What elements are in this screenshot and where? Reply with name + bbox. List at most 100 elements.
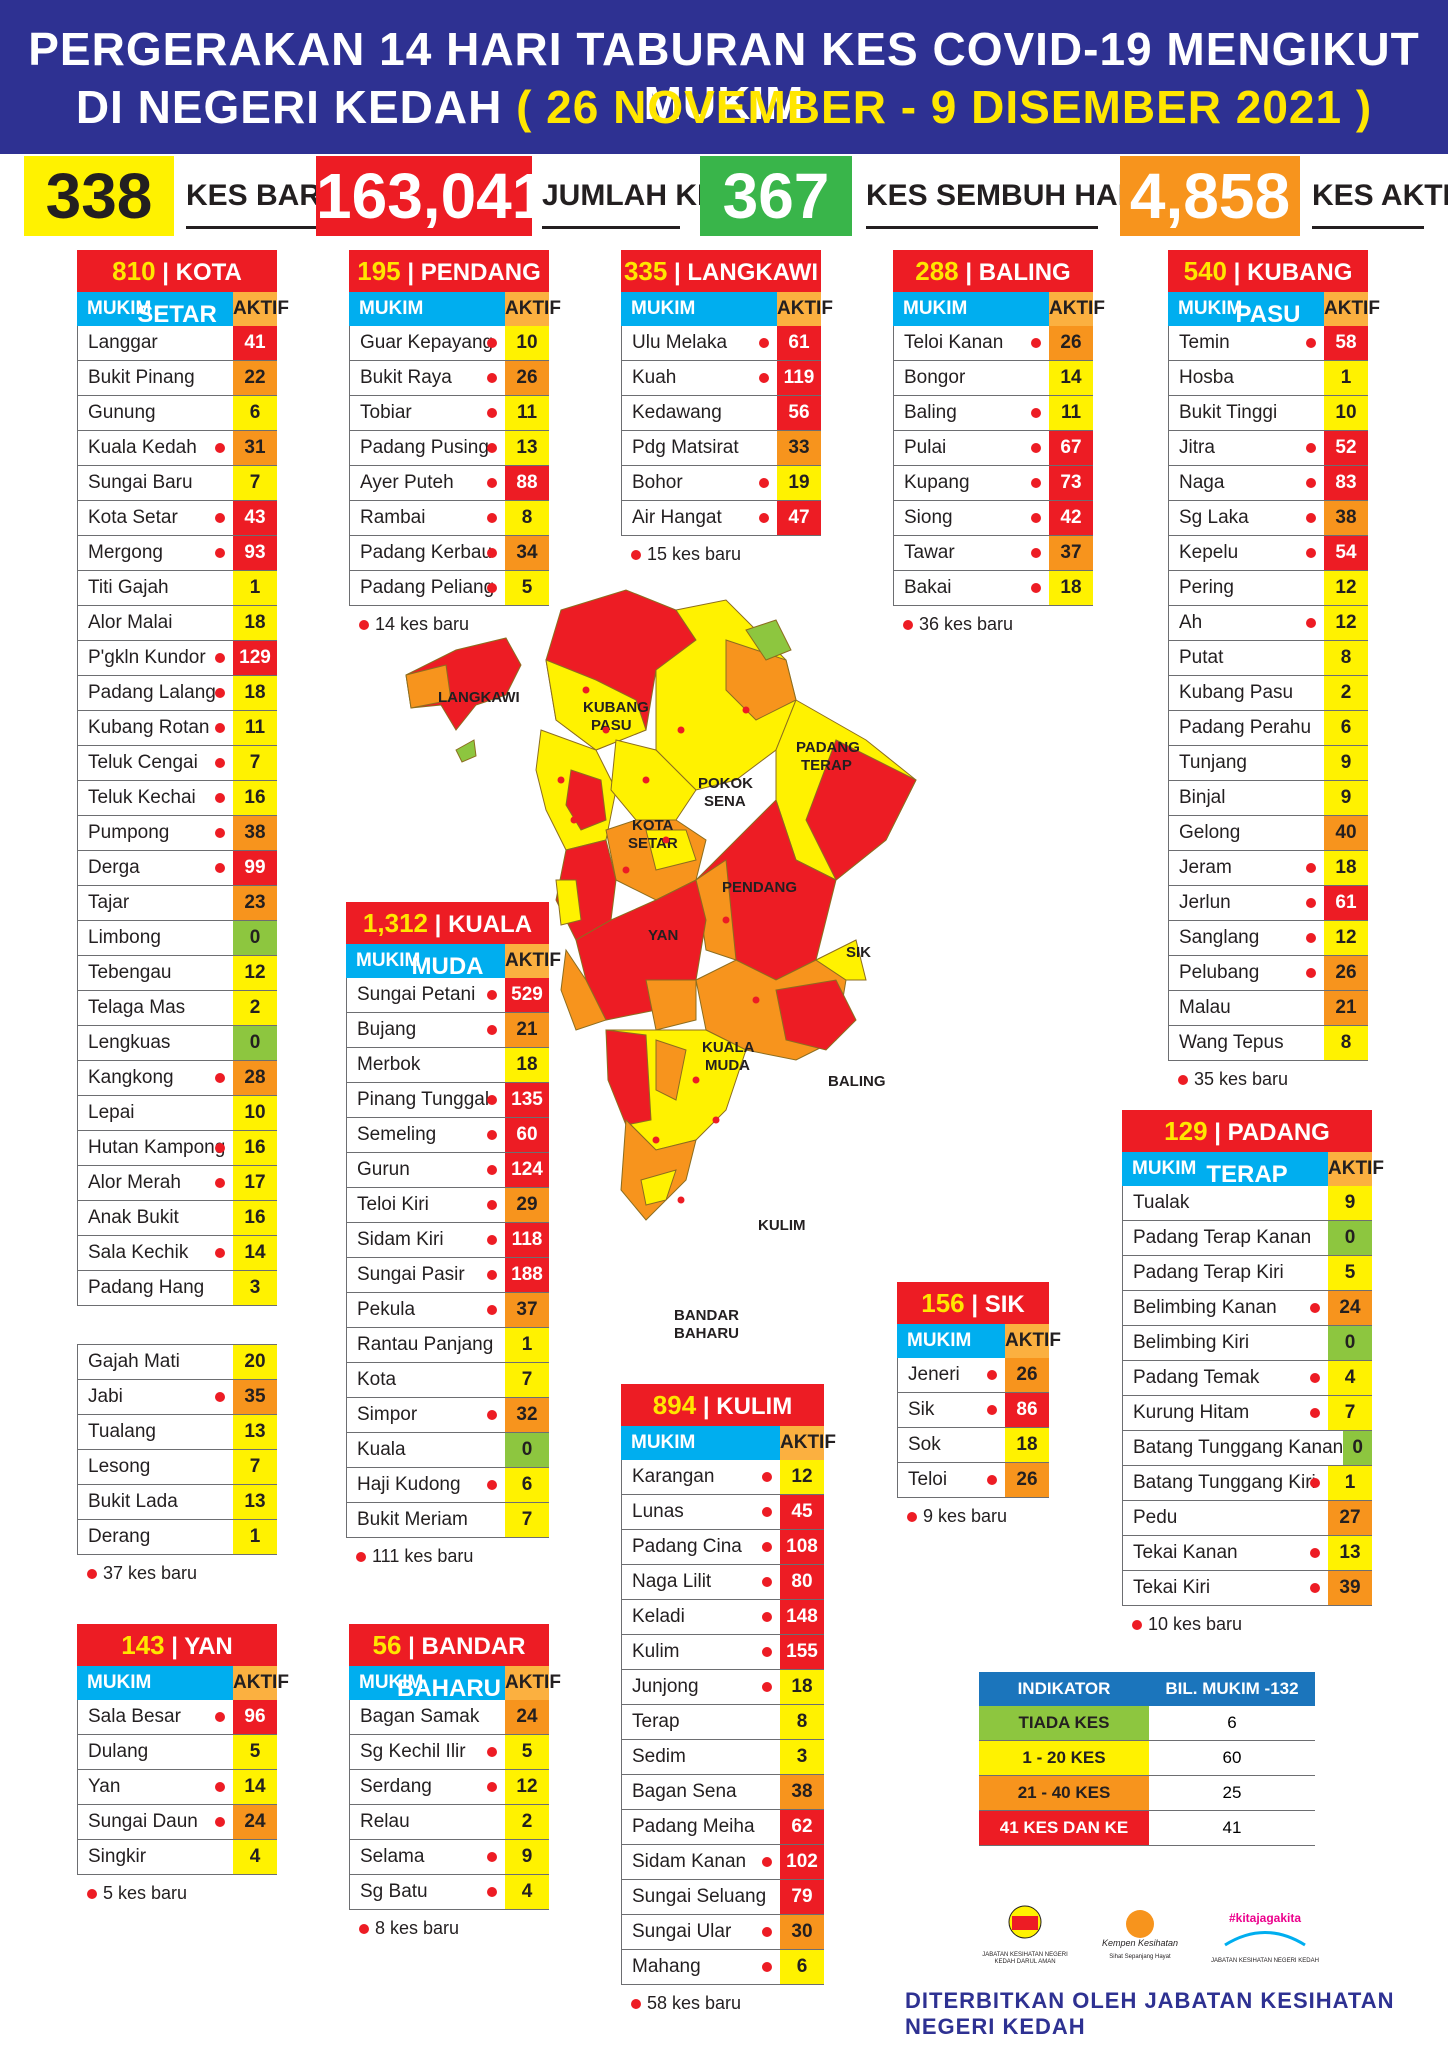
table-row: Tualang 13	[77, 1415, 277, 1450]
indicator-legend: INDIKATOR BIL. MUKIM -132 TIADA KES 6 1 - …	[979, 1672, 1315, 1871]
mukim-name: Alor Malai	[78, 606, 233, 640]
active-count: 7	[233, 466, 277, 500]
active-count: 14	[1049, 361, 1093, 395]
mukim-name: Derga	[78, 851, 233, 885]
table-row: Kota 7	[346, 1363, 549, 1398]
active-count: 17	[233, 1166, 277, 1200]
indicator-count: 60	[1222, 1748, 1242, 1767]
red-dot-icon	[1178, 1075, 1188, 1085]
table-row: Ah 12	[1168, 606, 1368, 641]
table-row: Mahang 6	[621, 1950, 824, 1985]
column-header-aktif: AKTIF	[1324, 292, 1380, 326]
mukim-name: Naga	[1169, 466, 1324, 500]
active-count: 7	[1328, 1396, 1372, 1430]
mukim-name: Padang Pusing	[350, 431, 505, 465]
table-row: Derga 99	[77, 851, 277, 886]
new-case-dot-icon	[215, 793, 225, 803]
active-count: 24	[505, 1700, 549, 1734]
active-count: 22	[233, 361, 277, 395]
mukim-name-text: Tajar	[88, 892, 130, 913]
mukim-name-text: Teloi Kiri	[357, 1194, 429, 1215]
table-row: Padang Perahu 6	[1168, 711, 1368, 746]
panel-kuala-muda: 1,312 | KUALA MUDA MUKIM AKTIF Sungai Petan…	[346, 902, 561, 1567]
mukim-name-text: Bagan Samak	[360, 1706, 480, 1727]
new-case-dot-icon	[487, 1747, 497, 1757]
mukim-name-text: Titi Gajah	[88, 577, 169, 598]
jkn-logo-text-1: JABATAN KESIHATAN NEGERI	[982, 1952, 1068, 1958]
active-count: 99	[233, 851, 277, 885]
district-total: 56	[372, 1630, 402, 1660]
mukim-name: Serdang	[350, 1770, 505, 1804]
mukim-name: Relau	[350, 1805, 505, 1839]
table-row: Kedawang 56	[621, 396, 821, 431]
mukim-name-text: Merbok	[357, 1054, 421, 1075]
mukim-name-text: Bukit Raya	[360, 367, 452, 388]
mukim-name-text: Sik	[908, 1399, 935, 1420]
district-name: LANGKAWI	[687, 259, 819, 286]
new-cases-note-text: 14 kes baru	[375, 614, 470, 634]
new-case-dot-icon	[487, 513, 497, 523]
table-row: Gunung 6	[77, 396, 277, 431]
mukim-name-text: Ulu Melaka	[632, 332, 728, 353]
mukim-name: Sedim	[622, 1740, 780, 1774]
new-case-dot-icon	[487, 478, 497, 488]
active-count: 0	[233, 921, 277, 955]
mukim-name-text: Binjal	[1179, 787, 1226, 808]
red-dot-icon	[631, 1999, 641, 2009]
mukim-name: P'gkln Kundor	[78, 641, 233, 675]
active-count: 26	[505, 361, 549, 395]
map-label-kota-setar-1: KOTA	[632, 817, 674, 834]
mukim-name: Guar Kepayang	[350, 326, 505, 360]
district-title: 1,312 | KUALA MUDA	[346, 902, 549, 980]
new-case-dot-icon	[215, 513, 225, 523]
district-name: KULIM	[716, 1393, 793, 1420]
new-case-dot-icon	[215, 1073, 225, 1083]
mukim-name: Sg Laka	[1169, 501, 1324, 535]
table-row: Teloi Kanan 26	[893, 326, 1093, 361]
mukim-name-text: Bujang	[357, 1019, 417, 1040]
mukim-name-text: Pekula	[357, 1299, 416, 1320]
mukim-name-text: Tekai Kanan	[1133, 1542, 1238, 1563]
table-row: Padang Cina 108	[621, 1530, 824, 1565]
active-count: 37	[505, 1293, 549, 1327]
table-row: Belimbing Kiri 0	[1122, 1326, 1372, 1361]
panel-langkawi: 335 | LANGKAWI MUKIM AKTIF Ulu Melaka 61 Kuah…	[621, 250, 833, 565]
table-row: Yan 14	[77, 1770, 277, 1805]
mukim-name-text: Kurung Hitam	[1133, 1402, 1250, 1423]
district-name: SIK	[984, 1291, 1025, 1318]
table-row: Padang Lalang 18	[77, 676, 277, 711]
mukim-name: Kubang Pasu	[1169, 676, 1324, 710]
table-header: MUKIM AKTIF	[1168, 292, 1380, 326]
mukim-name: Bukit Meriam	[347, 1503, 505, 1537]
mukim-name: Padang Temak	[1123, 1361, 1328, 1395]
mukim-name: Pekula	[347, 1293, 505, 1327]
mukim-name: Anak Bukit	[78, 1201, 233, 1235]
new-cases-note: 8 kes baru	[349, 1918, 549, 1939]
mukim-name-text: Gajah Mati	[88, 1351, 180, 1372]
mukim-name: Naga Lilit	[622, 1565, 780, 1599]
table-row: Singkir 4	[77, 1840, 277, 1875]
new-case-dot-icon	[1310, 1583, 1320, 1593]
active-count: 0	[1328, 1326, 1372, 1360]
district-name: KUBANG PASU	[1235, 259, 1353, 328]
mukim-name: Teloi	[898, 1463, 1005, 1497]
table-row: Naga Lilit 80	[621, 1565, 824, 1600]
new-case-dot-icon	[759, 478, 769, 488]
new-cases-note: 14 kes baru	[349, 614, 549, 635]
mukim-name: Pinang Tunggal	[347, 1083, 505, 1117]
district-total: 540	[1183, 256, 1227, 286]
district-title: 156 | SIK	[897, 1282, 1049, 1324]
active-count: 124	[505, 1153, 549, 1187]
table-row: Bukit Raya 26	[349, 361, 549, 396]
active-count: 83	[1324, 466, 1368, 500]
active-count: 18	[233, 676, 277, 710]
district-total: 1,312	[362, 908, 428, 938]
mukim-name: Bongor	[894, 361, 1049, 395]
active-count: 18	[1005, 1428, 1049, 1462]
mukim-name-text: Siong	[904, 507, 953, 528]
mukim-name: Sok	[898, 1428, 1005, 1462]
map-label-pokok-sena-2: SENA	[704, 793, 746, 810]
mukim-name-text: Alor Malai	[88, 612, 173, 633]
table-row: Hosba 1	[1168, 361, 1368, 396]
mukim-name-text: Guar Kepayang	[360, 332, 494, 353]
